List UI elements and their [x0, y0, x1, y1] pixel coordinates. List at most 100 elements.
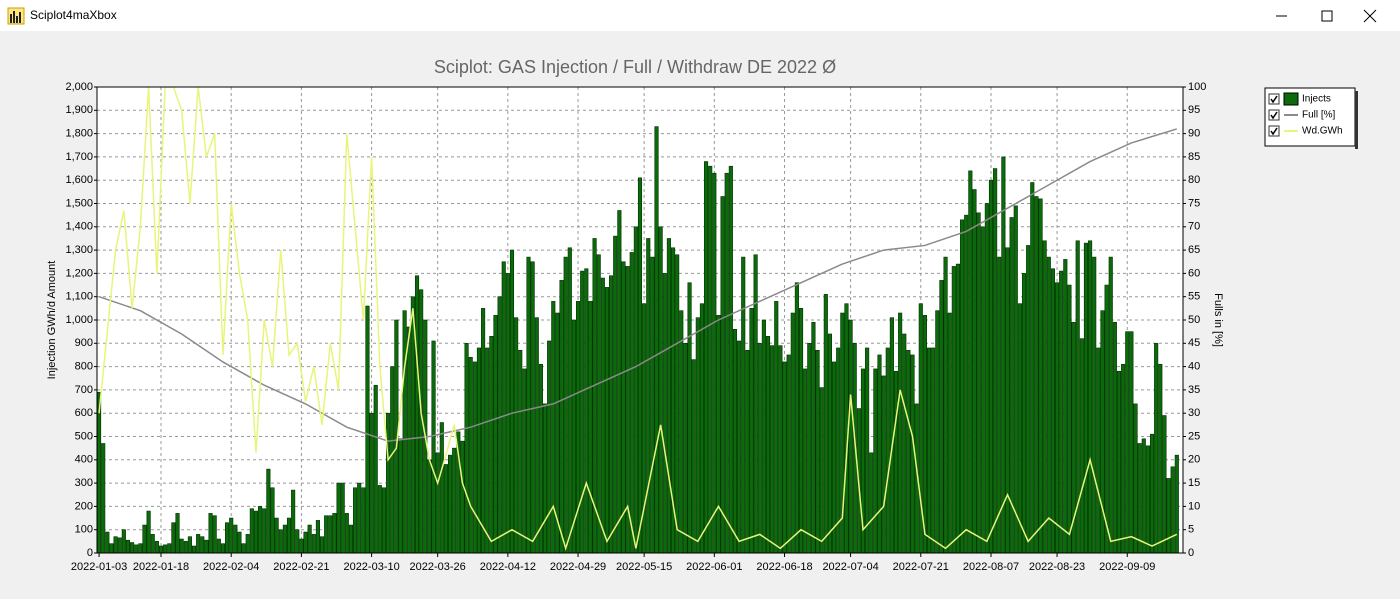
bar: [1112, 322, 1117, 553]
y2-tick-label: 55: [1188, 291, 1200, 303]
bar: [629, 252, 634, 553]
bar: [1030, 182, 1035, 553]
bar: [509, 249, 515, 553]
bar: [204, 539, 209, 553]
bar: [377, 485, 382, 553]
bar: [485, 347, 490, 553]
x-tick-label: 2022-01-03: [71, 561, 127, 573]
y2-tick-label: 75: [1188, 197, 1200, 209]
legend-shadow: [1355, 91, 1358, 149]
bar: [774, 301, 779, 553]
bar: [716, 315, 721, 553]
bar: [303, 531, 308, 553]
line: [98, 128, 1178, 442]
bar: [803, 368, 808, 553]
bar: [117, 537, 122, 553]
bar: [993, 168, 998, 553]
bar: [278, 529, 283, 553]
y2-tick-label: 90: [1188, 128, 1200, 140]
bar: [931, 347, 936, 553]
bar: [158, 545, 164, 553]
bar: [563, 256, 568, 553]
bar: [101, 443, 106, 553]
legend: Injects Full [%] Wd.GWh: [1264, 87, 1358, 149]
bar: [1013, 205, 1018, 553]
legend-check: [1270, 111, 1278, 120]
bar: [109, 543, 114, 553]
bar: [1104, 284, 1109, 553]
bar: [1145, 445, 1150, 553]
bar: [245, 534, 250, 553]
bar: [439, 422, 444, 553]
bar: [1162, 415, 1167, 553]
bar: [955, 263, 961, 553]
bar: [200, 536, 205, 553]
axes: 01002003004005006007008009001,0001,1001,…: [65, 81, 1206, 573]
bar: [910, 354, 915, 553]
close-button[interactable]: [1363, 9, 1377, 23]
bar: [237, 531, 242, 553]
legend-checkbox[interactable]: [1268, 125, 1280, 137]
legend-checkbox[interactable]: [1268, 93, 1280, 105]
bar: [282, 524, 287, 553]
bar: [1108, 256, 1113, 553]
bar: [315, 520, 320, 553]
bar: [534, 317, 539, 553]
bar: [935, 310, 940, 553]
legend-check: [1270, 127, 1278, 136]
bar: [125, 539, 131, 553]
y2-tick-label: 35: [1188, 384, 1200, 396]
plot: [97, 87, 1179, 553]
bar: [691, 359, 696, 553]
bar: [381, 487, 387, 553]
bar: [373, 384, 378, 553]
bar: [220, 543, 225, 553]
line: [98, 87, 1178, 551]
bar: [113, 536, 118, 553]
bar: [712, 172, 717, 553]
y2-tick-label: 40: [1188, 361, 1200, 373]
y-axis-title: Injection GWh/d Amount: [46, 261, 58, 380]
bar: [270, 487, 275, 553]
bar: [518, 349, 523, 553]
bar: [1100, 310, 1105, 553]
bar: [1050, 268, 1055, 553]
bar: [588, 301, 593, 553]
maximize-button[interactable]: [1321, 10, 1333, 22]
bar: [555, 312, 560, 553]
bar: [175, 513, 180, 553]
bar: [212, 515, 217, 553]
bar: [191, 545, 197, 553]
bar: [782, 361, 787, 553]
y-tick-label: 1,600: [65, 174, 93, 186]
bar: [154, 541, 159, 553]
bar: [187, 536, 192, 553]
bar: [604, 287, 610, 553]
bar: [196, 534, 201, 553]
bar: [241, 543, 246, 553]
bar: [105, 531, 110, 553]
y-tick-label: 600: [75, 407, 93, 419]
y-tick-label: 500: [75, 430, 93, 442]
bar: [435, 452, 440, 553]
y2-tick-label: 80: [1188, 174, 1200, 186]
bar: [142, 524, 147, 553]
bar: [171, 522, 176, 553]
bar: [617, 210, 622, 553]
legend-checkbox[interactable]: [1268, 109, 1280, 121]
y-tick-label: 1,300: [65, 244, 93, 256]
bar: [827, 333, 833, 553]
bar: [229, 517, 234, 553]
bar: [786, 354, 791, 553]
y2-tick-label: 45: [1188, 337, 1200, 349]
bar: [662, 273, 667, 553]
y-tick-label: 900: [75, 337, 93, 349]
bar: [811, 322, 816, 553]
bar: [348, 524, 354, 553]
bar: [1046, 256, 1051, 553]
bar: [332, 513, 337, 553]
y-tick-label: 400: [75, 454, 93, 466]
bar: [1017, 303, 1022, 553]
bar: [130, 542, 135, 553]
